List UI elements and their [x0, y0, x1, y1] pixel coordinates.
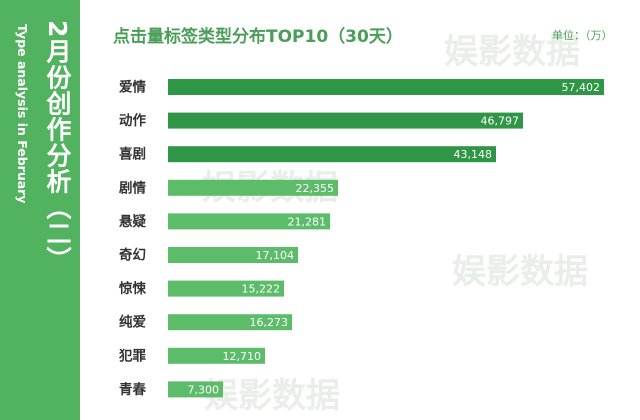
bar [168, 79, 604, 95]
bar [168, 213, 330, 230]
value-label: 7,300 [188, 383, 220, 396]
value-label: 57,402 [562, 81, 601, 94]
category-label: 剧情 [119, 179, 146, 196]
value-label: 22,355 [296, 182, 335, 195]
value-label: 43,148 [454, 148, 493, 161]
sidebar-title: 2月份创作分析（二） [43, 20, 72, 273]
value-label: 21,281 [288, 215, 327, 228]
bar [168, 381, 223, 398]
bar [168, 314, 292, 331]
value-label: 16,273 [250, 316, 289, 329]
bar [168, 347, 265, 364]
category-label: 爱情 [119, 79, 146, 96]
category-label: 喜剧 [119, 146, 146, 163]
value-label: 46,797 [481, 115, 520, 128]
bar [168, 179, 338, 196]
bar [168, 280, 284, 297]
sidebar-panel: 2月份创作分析（二） Type analysis in February [0, 0, 80, 420]
value-label: 12,710 [223, 350, 262, 363]
value-label: 15,222 [242, 283, 281, 296]
category-label: 悬疑 [119, 214, 146, 230]
bar [168, 247, 298, 263]
category-label: 犯罪 [118, 347, 146, 364]
category-label: 惊悚 [118, 280, 146, 297]
category-label: 纯爱 [119, 314, 146, 331]
category-label: 青春 [119, 381, 146, 398]
bar [168, 112, 523, 129]
value-label: 17,104 [256, 249, 295, 262]
category-label: 奇幻 [119, 247, 146, 264]
chart-title: 点击量标签类型分布TOP10（30天） [113, 27, 403, 47]
sidebar-subtitle: Type analysis in February [15, 24, 30, 204]
unit-label: 单位：（万） [552, 29, 613, 42]
bar [168, 146, 496, 163]
category-label: 动作 [119, 112, 146, 129]
